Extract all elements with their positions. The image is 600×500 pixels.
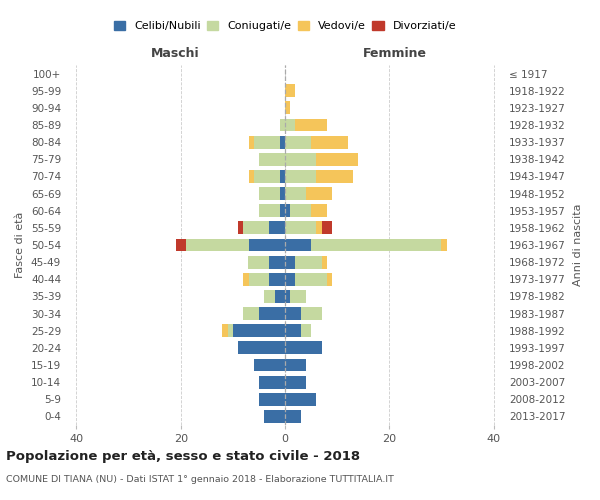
- Text: COMUNE DI TIANA (NU) - Dati ISTAT 1° gennaio 2018 - Elaborazione TUTTITALIA.IT: COMUNE DI TIANA (NU) - Dati ISTAT 1° gen…: [6, 475, 394, 484]
- Bar: [285, 222, 316, 234]
- Bar: [264, 410, 285, 423]
- Bar: [285, 187, 306, 200]
- Bar: [316, 153, 358, 166]
- Bar: [259, 187, 280, 200]
- Bar: [285, 118, 295, 132]
- Bar: [327, 273, 332, 285]
- Bar: [322, 256, 327, 268]
- Bar: [233, 324, 285, 337]
- Bar: [243, 307, 259, 320]
- Bar: [285, 290, 290, 303]
- Bar: [442, 238, 446, 252]
- Bar: [295, 118, 327, 132]
- Bar: [275, 290, 285, 303]
- Bar: [285, 256, 295, 268]
- Bar: [285, 324, 301, 337]
- Bar: [238, 222, 243, 234]
- Bar: [248, 238, 285, 252]
- Bar: [223, 324, 227, 337]
- Bar: [311, 238, 442, 252]
- Bar: [322, 222, 332, 234]
- Bar: [227, 324, 233, 337]
- Bar: [285, 393, 316, 406]
- Bar: [280, 170, 285, 183]
- Bar: [176, 238, 186, 252]
- Bar: [280, 187, 285, 200]
- Legend: Celibi/Nubili, Coniugati/e, Vedovi/e, Divorziati/e: Celibi/Nubili, Coniugati/e, Vedovi/e, Di…: [109, 16, 461, 36]
- Bar: [285, 102, 290, 114]
- Bar: [269, 222, 285, 234]
- Bar: [259, 307, 285, 320]
- Bar: [269, 273, 285, 285]
- Bar: [285, 238, 311, 252]
- Bar: [254, 358, 285, 372]
- Bar: [259, 204, 280, 217]
- Bar: [311, 136, 347, 148]
- Bar: [259, 153, 285, 166]
- Bar: [290, 290, 306, 303]
- Bar: [316, 170, 353, 183]
- Bar: [280, 204, 285, 217]
- Bar: [248, 136, 254, 148]
- Bar: [243, 222, 269, 234]
- Bar: [285, 410, 301, 423]
- Bar: [285, 307, 301, 320]
- Bar: [285, 358, 306, 372]
- Bar: [280, 136, 285, 148]
- Bar: [259, 376, 285, 388]
- Bar: [186, 238, 248, 252]
- Bar: [264, 290, 275, 303]
- Bar: [301, 307, 322, 320]
- Bar: [248, 256, 269, 268]
- Bar: [254, 136, 280, 148]
- Bar: [285, 153, 316, 166]
- Bar: [280, 118, 285, 132]
- Bar: [259, 393, 285, 406]
- Bar: [248, 273, 269, 285]
- Bar: [285, 170, 316, 183]
- Bar: [295, 273, 327, 285]
- Bar: [285, 136, 311, 148]
- Bar: [295, 256, 322, 268]
- Y-axis label: Anni di nascita: Anni di nascita: [572, 204, 583, 286]
- Bar: [254, 170, 280, 183]
- Y-axis label: Fasce di età: Fasce di età: [16, 212, 25, 278]
- Bar: [285, 342, 322, 354]
- Bar: [316, 222, 322, 234]
- Bar: [269, 256, 285, 268]
- Bar: [243, 273, 248, 285]
- Bar: [285, 84, 295, 97]
- Bar: [311, 204, 327, 217]
- Text: Popolazione per età, sesso e stato civile - 2018: Popolazione per età, sesso e stato civil…: [6, 450, 360, 463]
- Text: Maschi: Maschi: [151, 47, 200, 60]
- Text: Femmine: Femmine: [362, 47, 427, 60]
- Bar: [285, 376, 306, 388]
- Bar: [285, 273, 295, 285]
- Bar: [306, 187, 332, 200]
- Bar: [290, 204, 311, 217]
- Bar: [248, 170, 254, 183]
- Bar: [238, 342, 285, 354]
- Bar: [301, 324, 311, 337]
- Bar: [285, 204, 290, 217]
